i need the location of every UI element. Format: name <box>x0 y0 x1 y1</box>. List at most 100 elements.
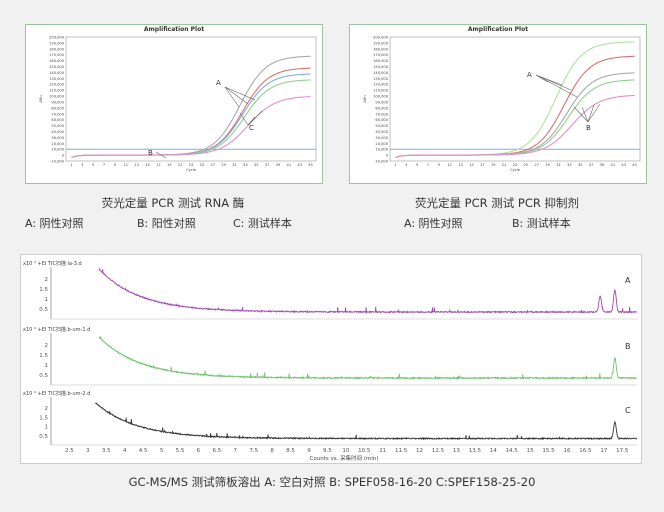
left-y-tick-label: 110,000 <box>49 89 65 93</box>
right-y-tick-label: 150,000 <box>373 65 389 69</box>
left-x-tick-label: 3 <box>81 163 83 167</box>
left-y-tick-label: 10,000 <box>51 148 64 152</box>
left-y-tick-label: 40,000 <box>51 130 64 134</box>
right-x-tick-label: 25 <box>524 163 529 167</box>
right-y-tick-label: 20,000 <box>375 142 388 146</box>
left-series-line-3 <box>71 79 311 158</box>
left-x-tick-label: 45 <box>308 163 313 167</box>
left-x-tick-label: 43 <box>297 163 302 167</box>
right-x-tick-label: 15 <box>469 163 474 167</box>
left-marker-a-pointer <box>224 86 240 108</box>
right-y-tick-label: 10,000 <box>375 148 388 152</box>
left-y-tick-label: 80,000 <box>51 106 64 110</box>
left-x-tick-label: 9 <box>114 163 117 167</box>
gc-y-tick-label: 1 <box>45 425 49 431</box>
left-y-tick-label: 30,000 <box>51 136 64 140</box>
left-x-tick-label: 39 <box>276 163 281 167</box>
gc-trace-header-c: x10 ⁴ +EI TIC扫描 b-um-2.d <box>23 390 90 397</box>
gc-y-tick-label: 0.5 <box>39 434 48 440</box>
left-y-tick-label: 160,000 <box>49 59 65 63</box>
gc-x-tick-label: 4 <box>123 448 127 454</box>
left-caption: 荧光定量 PCR 测试 RNA 酶 <box>101 196 245 210</box>
right-x-tick-label: 41 <box>611 163 616 167</box>
right-x-tick-label: 1 <box>394 163 396 167</box>
left-y-tick-label: -10,000 <box>50 160 65 164</box>
gc-y-tick-label: 2 <box>45 406 49 412</box>
left-x-tick-label: 23 <box>189 163 194 167</box>
right-y-tick-label: 110,000 <box>373 89 389 93</box>
left-series-line-1 <box>71 67 311 158</box>
left-y-tick-label: 130,000 <box>49 77 65 81</box>
right-x-tick-label: 5 <box>416 163 418 167</box>
gc-x-tick-label: 14 <box>490 448 497 454</box>
left-x-tick-label: 17 <box>156 163 161 167</box>
right-plot-title: Amplification Plot <box>467 26 529 33</box>
left-x-tick-label: 41 <box>287 163 292 167</box>
left-x-tick-label: 21 <box>178 163 183 167</box>
gc-x-tick-label: 3 <box>86 448 90 454</box>
gc-x-tick-label: 12 <box>416 448 423 454</box>
gc-x-tick-label: 13.5 <box>469 448 482 454</box>
right-x-tick-label: 27 <box>534 163 539 167</box>
right-x-tick-label: 45 <box>632 163 637 167</box>
right-series-line-1 <box>395 55 635 158</box>
right-y-tick-label: 180,000 <box>373 47 389 51</box>
gc-x-tick-label: 17.5 <box>616 448 629 454</box>
gc-x-tick-label: 11.5 <box>395 448 408 454</box>
right-x-tick-label: 19 <box>491 163 496 167</box>
left-y-tick-label: 100,000 <box>49 95 65 99</box>
gc-x-tick-label: 17 <box>600 448 607 454</box>
gc-trace-header-a: x10 ⁴ +EI TIC扫描 la-3.d <box>23 260 82 267</box>
gc-x-tick-label: 6 <box>197 448 201 454</box>
gc-x-tick-label: 9 <box>307 448 311 454</box>
gc-trace-line-c <box>94 402 638 441</box>
right-x-axis-label: Cycle <box>510 168 521 172</box>
right-y-axis-label: ΔRn <box>363 95 367 102</box>
gc-x-tick-label: 7 <box>234 448 238 454</box>
right-x-tick-label: 21 <box>502 163 507 167</box>
right-x-tick-label: 43 <box>621 163 626 167</box>
gc-ms-chromatogram-panel: 2 1.5 1 0.5 x10 ⁴ +EI TIC扫描 la-3.d A 2 1.5 1 0.5 x… <box>20 254 642 464</box>
left-x-tick-label: 11 <box>123 163 128 167</box>
gc-trace-line-a <box>98 267 638 315</box>
left-amplification-plot: 200,000190,000180,000170,000160,000150,0… <box>39 36 317 172</box>
right-marker-b-pointer <box>587 104 595 123</box>
gc-x-tick-label: 2.5 <box>65 448 74 454</box>
right-x-tick-label: 37 <box>589 163 594 167</box>
right-y-tick-label: 40,000 <box>375 130 388 134</box>
left-x-tick-label: 29 <box>221 163 226 167</box>
gc-x-tick-label: 11 <box>379 448 386 454</box>
left-marker-a-pointer <box>224 86 256 101</box>
right-series-line-3 <box>395 79 635 158</box>
right-x-tick-label: 39 <box>600 163 605 167</box>
gc-y-tick-label: 1.5 <box>39 415 48 421</box>
gc-x-tick-label: 5.5 <box>176 448 185 454</box>
gc-trace-marker-a: A <box>625 276 631 285</box>
left-y-tick-label: 190,000 <box>49 41 65 45</box>
right-y-tick-label: 160,000 <box>373 59 389 63</box>
gc-x-tick-label: 13 <box>453 448 460 454</box>
right-marker-a: A <box>527 71 532 79</box>
right-marker-b-pointer <box>573 106 589 123</box>
gc-x-tick-label: 9.5 <box>323 448 332 454</box>
right-x-tick-label: 31 <box>556 163 561 167</box>
gc-trace-marker-c: C <box>625 406 631 415</box>
right-y-tick-label: 70,000 <box>375 112 388 116</box>
left-x-tick-label: 15 <box>145 163 150 167</box>
right-amplification-plot: 200,000190,000180,000170,000160,000150,0… <box>363 36 641 172</box>
right-y-tick-label: 30,000 <box>375 136 388 140</box>
right-x-tick-label: 17 <box>480 163 485 167</box>
left-marker-c-pointer <box>239 112 249 126</box>
gc-trace-marker-b: B <box>625 342 631 351</box>
left-x-tick-label: 35 <box>254 163 259 167</box>
left-x-tick-label: 19 <box>167 163 172 167</box>
left-y-tick-label: 70,000 <box>51 112 64 116</box>
left-y-tick-label: 90,000 <box>51 100 64 104</box>
left-series-line-0 <box>71 55 311 158</box>
right-y-tick-label: 0 <box>386 154 389 158</box>
left-marker-a: A <box>216 79 221 87</box>
left-marker-a-pointer <box>224 86 249 105</box>
gc-y-tick-label: 1 <box>45 363 49 369</box>
right-x-tick-label: 13 <box>458 163 463 167</box>
gc-x-tick-label: 7.5 <box>249 448 258 454</box>
